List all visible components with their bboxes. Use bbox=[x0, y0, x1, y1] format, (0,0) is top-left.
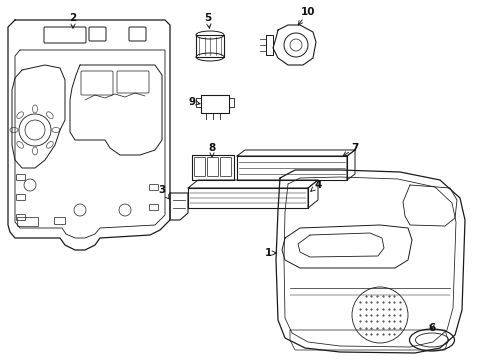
Text: 9: 9 bbox=[188, 97, 200, 107]
Text: 7: 7 bbox=[343, 143, 358, 156]
Text: 8: 8 bbox=[208, 143, 215, 157]
Text: 5: 5 bbox=[204, 13, 211, 28]
Text: 1: 1 bbox=[264, 248, 276, 258]
Text: 6: 6 bbox=[427, 323, 435, 333]
Text: 3: 3 bbox=[158, 185, 169, 199]
Text: 2: 2 bbox=[69, 13, 77, 28]
Text: 10: 10 bbox=[298, 7, 315, 25]
Text: 4: 4 bbox=[310, 180, 321, 191]
